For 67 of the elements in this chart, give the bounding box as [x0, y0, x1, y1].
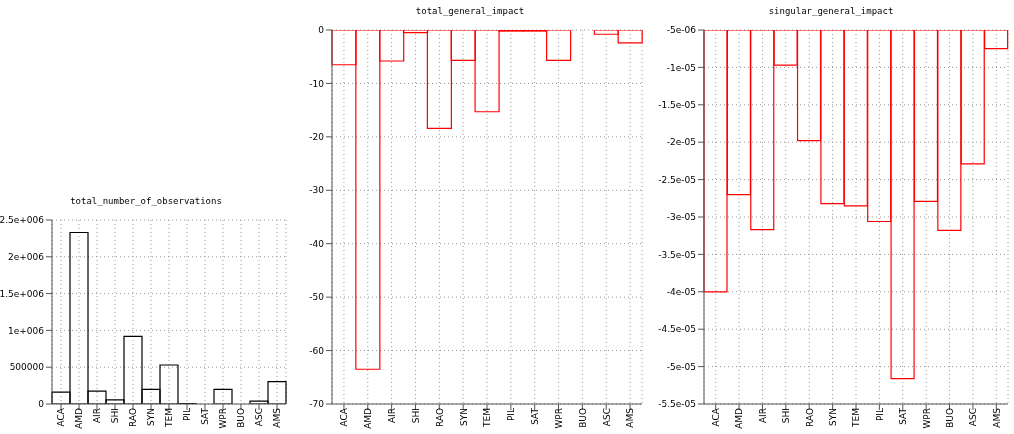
y-tick-label: -70	[309, 399, 325, 410]
x-tick-label: SAT	[200, 407, 211, 425]
x-tick-label: TEM	[164, 408, 175, 428]
y-tick-label: -5.5e-05	[658, 399, 696, 410]
y-tick-label: -3e-05	[666, 212, 696, 223]
x-tick-label: SYN	[458, 408, 469, 426]
x-tick-label: AMS	[991, 407, 1002, 428]
y-tick-label: -5e-05	[666, 361, 696, 372]
x-tick-label: RAO	[128, 408, 139, 427]
x-tick-label: SYN	[828, 408, 839, 426]
y-tick-label: -10	[309, 78, 325, 89]
x-tick-label: TEM	[482, 408, 493, 428]
y-tick-label: 1e+006	[8, 325, 45, 336]
x-tick-label: AMS	[625, 407, 636, 428]
x-tick-label: ASC	[968, 408, 979, 427]
x-tick-label: SAT	[530, 407, 541, 425]
y-tick-label: -4.5e-05	[658, 324, 696, 335]
x-tick-label: AMD	[734, 407, 745, 429]
chart-title: singular_general_impact	[767, 6, 895, 16]
y-tick-label: -5e-06	[666, 25, 697, 36]
x-tick-label: SHI	[781, 408, 792, 424]
x-tick-label: WPR	[921, 408, 932, 429]
x-tick-label: ACA	[56, 407, 67, 427]
y-tick-label: -1e-05	[666, 62, 696, 73]
x-tick-label: SAT	[898, 407, 909, 425]
x-tick-label: AMD	[363, 407, 374, 429]
x-tick-label: RAO	[434, 408, 445, 427]
x-tick-label: BUO	[944, 408, 955, 428]
y-tick-label: 2e+006	[8, 251, 45, 262]
x-tick-label: RAO	[804, 408, 815, 427]
x-tick-label: PIL	[874, 408, 885, 422]
x-tick-label: SYN	[146, 408, 157, 426]
y-tick-label: -30	[309, 185, 325, 196]
x-tick-label: ASC	[601, 408, 612, 427]
x-tick-label: BUO	[236, 408, 247, 428]
x-tick-label: AIR	[92, 408, 103, 424]
y-tick-label: 500000	[9, 362, 45, 373]
y-tick-label: -2e-05	[666, 137, 696, 148]
x-tick-label: BUO	[577, 408, 588, 428]
y-tick-label: -2.5e-05	[658, 174, 696, 185]
x-tick-label: AMS	[272, 407, 283, 428]
x-tick-label: AIR	[757, 408, 768, 424]
y-tick-label: 0	[38, 399, 45, 410]
y-tick-label: -50	[309, 292, 325, 303]
x-tick-label: AIR	[387, 408, 398, 424]
x-tick-label: SHI	[410, 408, 421, 424]
x-tick-label: TEM	[851, 408, 862, 428]
x-tick-label: PIL	[182, 408, 193, 422]
y-tick-label: -20	[309, 132, 325, 143]
x-tick-label: WPR	[218, 408, 229, 429]
chart-title: total_number_of_observations	[69, 196, 223, 206]
y-tick-label: -3.5e-05	[658, 249, 696, 260]
x-tick-label: SHI	[110, 408, 121, 424]
x-tick-label: WPR	[553, 408, 564, 429]
x-tick-label: AMD	[74, 407, 85, 429]
y-tick-label: -1.5e-05	[658, 100, 696, 110]
y-tick-label: 2.5e+006	[0, 215, 45, 226]
y-tick-label: -40	[309, 238, 325, 249]
y-tick-label: 1.5e+006	[0, 288, 45, 299]
x-tick-label: ASC	[254, 408, 265, 427]
x-tick-label: ACA	[339, 407, 350, 427]
y-tick-label: -60	[309, 345, 325, 356]
chart-title: total_general_impact	[414, 6, 526, 16]
y-tick-label: -4e-05	[666, 286, 696, 297]
x-tick-label: PIL	[506, 408, 517, 422]
x-tick-label: ACA	[711, 407, 722, 427]
y-tick-label: 0	[318, 25, 325, 36]
